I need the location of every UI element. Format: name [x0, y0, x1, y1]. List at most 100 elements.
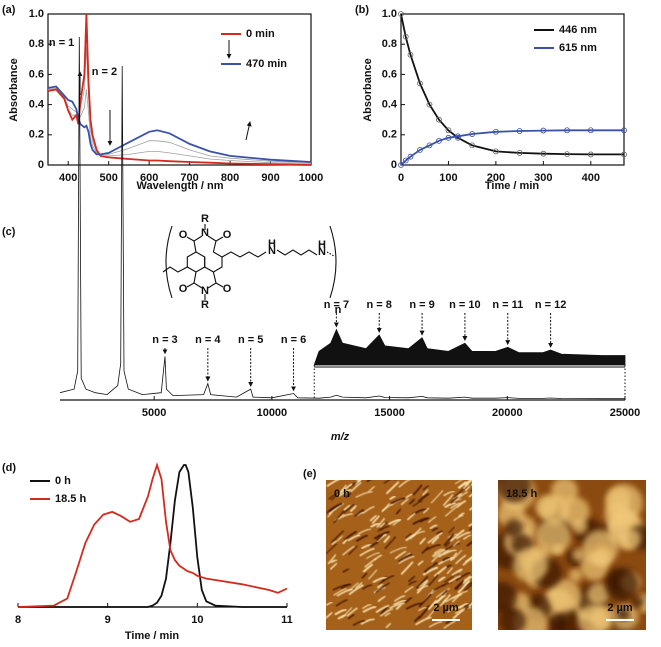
- x-axis-label: Time / min: [125, 630, 179, 642]
- fibril: [347, 534, 361, 542]
- y-tick-label: 0.4: [29, 99, 45, 111]
- fibril: [404, 596, 413, 604]
- fibril: [385, 622, 392, 629]
- fibril: [423, 561, 438, 574]
- fibril: [422, 485, 430, 491]
- fibril: [450, 496, 459, 504]
- fibril: [443, 620, 456, 629]
- afm-blob: [560, 496, 590, 527]
- data-point: [445, 134, 452, 141]
- x-tick-label: 9: [105, 614, 111, 626]
- fibril: [398, 553, 413, 563]
- fibril: [326, 543, 338, 555]
- fibril: [330, 530, 345, 544]
- fibril: [385, 481, 400, 495]
- fibril: [441, 589, 448, 596]
- fibril: [471, 559, 472, 562]
- fibril: [393, 480, 396, 481]
- fibril: [376, 583, 384, 589]
- fibril: [405, 602, 422, 610]
- fibril: [448, 575, 461, 584]
- fibril: [389, 546, 407, 554]
- fibril: [432, 549, 446, 558]
- fibril: [428, 621, 443, 628]
- fibril: [427, 574, 439, 587]
- fibril: [437, 556, 454, 566]
- fibril: [343, 504, 352, 512]
- fibril: [417, 560, 424, 566]
- fibril: [421, 546, 430, 554]
- fibril: [331, 494, 337, 501]
- fibril: [371, 515, 380, 525]
- bond: [207, 235, 217, 253]
- fibril: [415, 575, 429, 589]
- fibril: [379, 525, 390, 531]
- fibril: [384, 536, 397, 550]
- afm-blob: [498, 581, 518, 614]
- fibril: [369, 541, 379, 548]
- fibril: [357, 480, 362, 483]
- data-point: [417, 80, 423, 87]
- fibril: [398, 480, 409, 488]
- fibril: [355, 581, 363, 589]
- afm-blob: [548, 579, 582, 612]
- fibril: [368, 569, 378, 580]
- annotation: n = 2: [92, 66, 117, 78]
- inset-trace: [313, 328, 626, 366]
- fibril: [354, 508, 365, 517]
- x-tick-label: 8: [15, 614, 21, 626]
- structure-label: N: [318, 246, 326, 258]
- structure-label: H: [268, 238, 276, 250]
- x-tick-label: 300: [534, 172, 552, 184]
- fibril: [430, 490, 444, 504]
- series-line: [48, 47, 312, 164]
- fibril: [334, 608, 347, 616]
- x-tick-label: 15000: [374, 407, 405, 419]
- fibril: [383, 480, 391, 484]
- fibril: [418, 579, 429, 588]
- fibril: [345, 492, 352, 499]
- y-tick-label: 1.0: [382, 8, 397, 20]
- bond: [215, 282, 224, 288]
- fibril: [343, 503, 355, 514]
- fibril: [427, 599, 438, 611]
- fibril: [398, 555, 415, 565]
- fibril: [442, 549, 457, 556]
- afm-blob: [572, 548, 586, 562]
- fibril: [355, 480, 361, 486]
- bond: [215, 236, 224, 242]
- fibril: [454, 606, 471, 615]
- data-point: [587, 127, 594, 134]
- fibril: [389, 495, 397, 501]
- legend-label: 615 nm: [559, 42, 597, 54]
- fibril: [337, 614, 348, 620]
- x-tick-label: 900: [261, 172, 279, 184]
- structure-label: O: [179, 283, 188, 295]
- fibril: [393, 599, 407, 606]
- bond: [276, 249, 318, 256]
- fibril: [462, 556, 472, 566]
- afm-blob: [552, 544, 564, 555]
- afm-blob: [577, 604, 609, 630]
- fibril: [364, 558, 377, 568]
- afm-panel: (e) 0 h 2 µm 18.5 h 2 µm: [303, 468, 646, 630]
- data-point: [492, 148, 499, 155]
- fibril: [417, 493, 430, 503]
- x-tick-label: 700: [180, 172, 198, 184]
- afm-blob: [632, 596, 644, 608]
- bond: [221, 251, 267, 258]
- data-point: [540, 127, 547, 134]
- x-tick-label: 500: [100, 172, 118, 184]
- fibril: [438, 549, 450, 558]
- legend-label: 470 min: [246, 58, 287, 70]
- fibril: [373, 531, 390, 540]
- fibril: [426, 605, 438, 619]
- fibril: [412, 500, 423, 507]
- fibril: [348, 582, 359, 592]
- fibril: [442, 594, 452, 604]
- structure-label: O: [223, 283, 232, 295]
- y-tick-label: 0.6: [29, 68, 44, 80]
- afm-blob: [512, 547, 548, 583]
- afm-blob: [498, 607, 526, 630]
- fibril: [360, 618, 375, 625]
